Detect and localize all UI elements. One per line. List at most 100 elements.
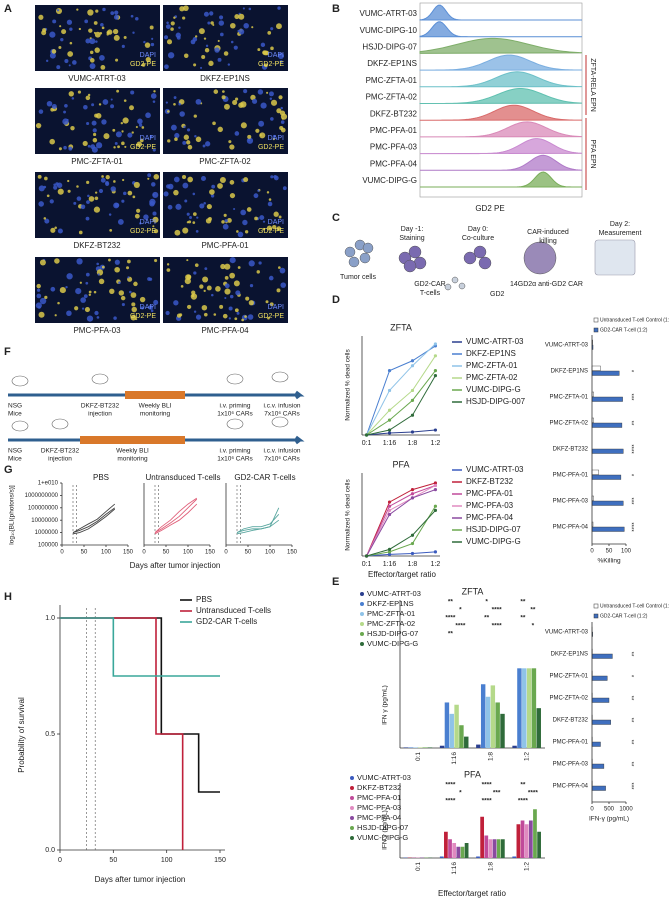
cell — [179, 6, 185, 12]
cell — [113, 180, 116, 183]
series-line — [72, 507, 116, 534]
bar — [517, 668, 522, 748]
cell — [179, 111, 185, 117]
cell — [164, 35, 169, 40]
cell — [126, 266, 130, 270]
cell — [65, 285, 68, 289]
legend-label: VUMC-ATRT-03 — [466, 465, 524, 474]
cell — [272, 137, 276, 141]
cell — [167, 110, 170, 113]
cell — [152, 193, 155, 196]
cell — [149, 25, 154, 30]
cell — [217, 126, 223, 133]
survival-curve — [60, 617, 220, 793]
cell — [76, 185, 79, 188]
bar — [512, 745, 517, 748]
legend-swatch — [360, 642, 364, 646]
x-tick-label: 0 — [590, 807, 594, 813]
legend-label: GD2-CAR T-cell (1:2) — [600, 613, 648, 619]
legend-label: PMC-ZFTA-01 — [466, 361, 518, 370]
cell — [117, 145, 120, 149]
label: i.v. priming — [220, 448, 251, 455]
cell — [123, 191, 127, 196]
x-tick-label: 50 — [245, 550, 252, 556]
cell — [232, 99, 238, 106]
cell — [205, 44, 209, 48]
cell — [110, 186, 116, 192]
legend-label: PMC-PFA-03 — [357, 803, 401, 812]
significance: *** — [627, 393, 633, 401]
x-tick-label: 1:16 — [383, 440, 397, 447]
ridge — [419, 71, 583, 88]
bar — [484, 835, 489, 858]
cell — [272, 224, 277, 230]
cell — [141, 63, 146, 67]
cell — [58, 45, 62, 49]
significance: ** — [520, 615, 526, 622]
data-point — [387, 418, 392, 422]
significance: ** — [627, 652, 633, 657]
bar — [591, 719, 611, 725]
cell — [193, 114, 197, 118]
cell — [147, 177, 150, 180]
bar — [492, 839, 497, 858]
cell — [265, 300, 269, 304]
legend-label: VUMC-ATRT-03 — [466, 337, 524, 346]
cell — [38, 14, 44, 20]
cell — [94, 31, 101, 38]
data-point — [433, 369, 438, 373]
cell — [207, 21, 211, 25]
cell — [134, 213, 140, 219]
data-point — [433, 504, 438, 508]
y-tick-label: PMC-PFA-01 — [553, 473, 589, 479]
cell — [206, 285, 212, 291]
cell — [83, 294, 88, 299]
cell — [167, 204, 173, 210]
bar — [464, 736, 469, 748]
cell — [272, 134, 276, 138]
cell — [93, 206, 101, 213]
significance: * — [627, 370, 633, 373]
ridge — [419, 121, 583, 138]
ridge — [419, 138, 583, 155]
legend-swatch — [593, 613, 599, 619]
significance: * — [459, 790, 462, 797]
cell — [60, 37, 64, 42]
series-line — [236, 513, 280, 533]
bar — [522, 668, 527, 748]
cell — [123, 99, 127, 102]
cell — [195, 136, 202, 143]
y-tick-label: PMC-PFA-03 — [553, 499, 589, 505]
cell — [59, 25, 62, 28]
chart-title: PFA — [464, 769, 481, 779]
cell-icon — [523, 241, 557, 275]
cell — [163, 191, 169, 197]
cell — [257, 189, 260, 192]
cell — [167, 52, 175, 59]
legend-label: PMC-ZFTA-02 — [466, 373, 518, 382]
series-line — [236, 507, 280, 535]
axis-title: log₁₀[BLI(photons/s)] — [9, 485, 16, 545]
cell — [224, 219, 228, 223]
cell — [74, 306, 79, 311]
cell — [121, 141, 125, 146]
cell — [234, 131, 240, 136]
significance: ** — [484, 615, 490, 622]
cell — [80, 297, 87, 303]
cell — [211, 293, 214, 297]
cell — [145, 56, 151, 63]
label: NSG — [8, 403, 22, 410]
y-tick-label: DKFZ-EP1NS — [551, 652, 588, 658]
cell — [217, 183, 223, 189]
cell — [269, 97, 273, 100]
bar — [591, 396, 623, 402]
legend-swatch — [350, 776, 354, 780]
x-tick-label: 100 — [265, 550, 276, 556]
cell — [266, 91, 269, 94]
x-tick-label: 50 — [109, 857, 117, 864]
cell — [118, 281, 121, 284]
x-tick-label: 500 — [604, 807, 615, 813]
cell — [150, 42, 155, 47]
label: injection — [88, 411, 112, 418]
stain-label: DAPI — [268, 135, 284, 142]
